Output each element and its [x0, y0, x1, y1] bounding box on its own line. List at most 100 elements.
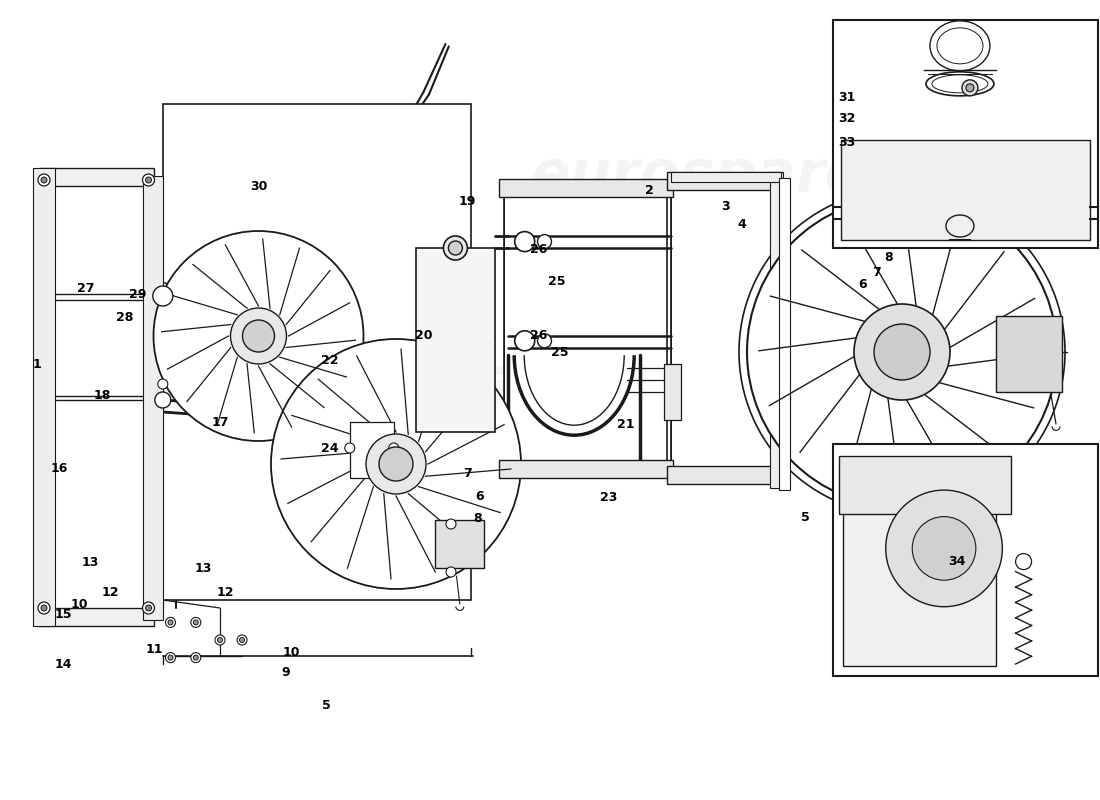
Circle shape [366, 434, 426, 494]
Circle shape [747, 197, 1057, 507]
Circle shape [446, 567, 456, 577]
Circle shape [446, 519, 456, 529]
Text: 25: 25 [548, 275, 565, 288]
Circle shape [538, 334, 551, 348]
Text: 13: 13 [195, 562, 212, 574]
Text: 26: 26 [530, 330, 548, 342]
Text: 5: 5 [322, 699, 331, 712]
Circle shape [886, 490, 1002, 606]
Text: 33: 33 [838, 136, 856, 149]
Bar [996, 316, 1062, 392]
Circle shape [165, 653, 176, 662]
Circle shape [145, 177, 152, 183]
Text: 1: 1 [33, 358, 42, 370]
Bar [779, 178, 790, 490]
Bar [39, 168, 154, 186]
Text: 30: 30 [250, 180, 267, 193]
Circle shape [143, 174, 154, 186]
Circle shape [236, 635, 248, 645]
Bar [671, 172, 781, 182]
Bar [499, 460, 673, 478]
Bar [664, 364, 681, 420]
Circle shape [41, 177, 47, 183]
Bar [33, 168, 55, 626]
Text: 20: 20 [415, 330, 432, 342]
Circle shape [379, 447, 412, 481]
Text: 10: 10 [70, 598, 88, 610]
Text: 21: 21 [617, 418, 635, 430]
Bar [667, 172, 782, 190]
Bar [833, 444, 1098, 676]
Bar [350, 422, 394, 478]
Text: 32: 32 [838, 112, 856, 125]
Text: 23: 23 [600, 491, 617, 504]
Circle shape [155, 392, 170, 408]
Text: 19: 19 [459, 195, 476, 208]
Text: eurospares: eurospares [530, 355, 900, 413]
Circle shape [739, 189, 1065, 515]
Circle shape [39, 174, 50, 186]
Bar [671, 180, 776, 480]
Text: 22: 22 [321, 354, 339, 367]
Text: 7: 7 [872, 266, 881, 278]
Circle shape [153, 286, 173, 306]
Text: 18: 18 [94, 389, 111, 402]
Circle shape [966, 84, 974, 92]
Text: 16: 16 [51, 462, 68, 474]
Circle shape [214, 635, 225, 645]
Bar [163, 104, 471, 600]
Text: 10: 10 [283, 646, 300, 658]
Text: 25: 25 [551, 346, 569, 359]
Text: 29: 29 [129, 288, 146, 301]
Circle shape [157, 379, 168, 389]
Bar [667, 466, 782, 484]
Circle shape [143, 602, 154, 614]
Circle shape [874, 324, 929, 380]
Text: 12: 12 [217, 586, 234, 598]
Text: 26: 26 [530, 243, 548, 256]
Bar [840, 140, 1090, 240]
Bar [499, 179, 673, 197]
Circle shape [190, 618, 201, 627]
Text: 28: 28 [116, 311, 133, 324]
Circle shape [961, 80, 978, 96]
Circle shape [854, 304, 950, 400]
Circle shape [388, 443, 399, 453]
Circle shape [194, 620, 198, 625]
Circle shape [39, 602, 50, 614]
Text: 5: 5 [801, 511, 810, 524]
Text: 9: 9 [282, 666, 290, 678]
Bar [770, 172, 783, 488]
Text: 24: 24 [321, 442, 339, 454]
Bar [504, 188, 667, 472]
Bar [838, 456, 1011, 514]
Circle shape [912, 517, 976, 580]
Text: 4: 4 [737, 218, 746, 230]
Text: 8: 8 [884, 251, 893, 264]
Circle shape [449, 241, 462, 255]
Circle shape [344, 443, 355, 453]
Bar [416, 248, 495, 432]
Text: 12: 12 [101, 586, 119, 598]
Text: 11: 11 [145, 643, 163, 656]
Bar [843, 492, 997, 666]
Text: 14: 14 [55, 658, 73, 670]
Text: eurospares: eurospares [145, 355, 515, 413]
Circle shape [515, 331, 535, 350]
Text: 6: 6 [475, 490, 484, 502]
Text: 17: 17 [211, 416, 229, 429]
Circle shape [168, 655, 173, 660]
Circle shape [194, 655, 198, 660]
Bar [434, 520, 484, 568]
Circle shape [218, 638, 222, 642]
Circle shape [154, 231, 363, 441]
Circle shape [231, 308, 286, 364]
Circle shape [242, 320, 275, 352]
Circle shape [145, 605, 152, 611]
Text: 8: 8 [473, 512, 482, 525]
Circle shape [443, 236, 468, 260]
Circle shape [190, 653, 201, 662]
Circle shape [515, 232, 535, 251]
Bar [143, 176, 163, 620]
Circle shape [41, 605, 47, 611]
